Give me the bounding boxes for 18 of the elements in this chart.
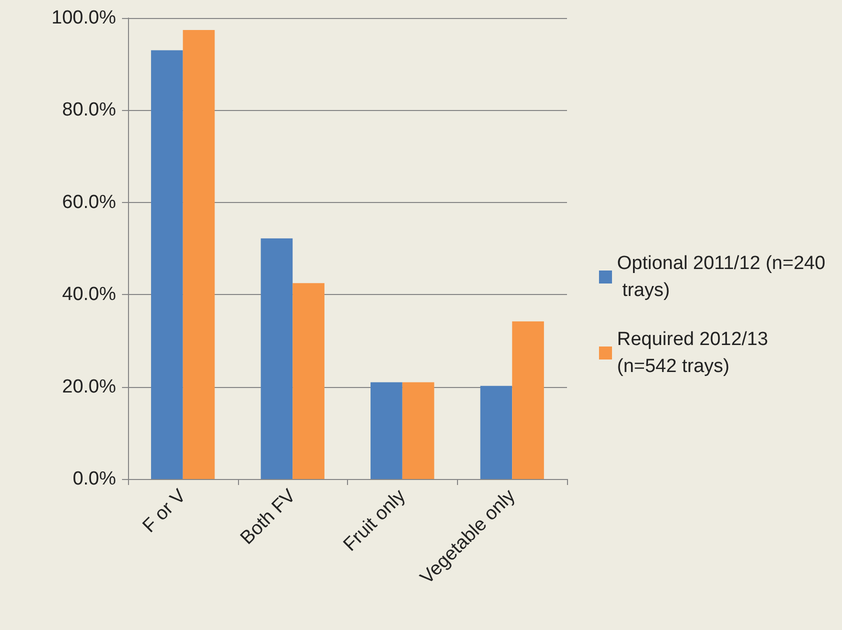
y-tick-label: 20.0% — [62, 376, 116, 398]
legend-label: Optional 2011/12 (n=240 trays) — [617, 253, 826, 301]
y-tick-label: 0.0% — [72, 468, 116, 490]
y-tick-label: 40.0% — [62, 284, 116, 306]
bar — [370, 382, 402, 479]
x-tick-label: F or V — [138, 485, 191, 537]
bar — [480, 386, 512, 479]
bar — [260, 238, 293, 479]
bar — [402, 382, 434, 479]
y-tick-label: 80.0% — [62, 100, 116, 121]
legend-label: Required 2012/13 (n=542 trays) — [617, 329, 774, 377]
bar — [292, 283, 324, 479]
x-tick-label: Both FV — [236, 485, 300, 549]
bar — [151, 50, 183, 479]
bar — [512, 321, 544, 479]
y-tick-label: 60.0% — [62, 192, 116, 213]
y-tick-label: 100.0% — [52, 8, 116, 28]
bar — [182, 30, 215, 479]
